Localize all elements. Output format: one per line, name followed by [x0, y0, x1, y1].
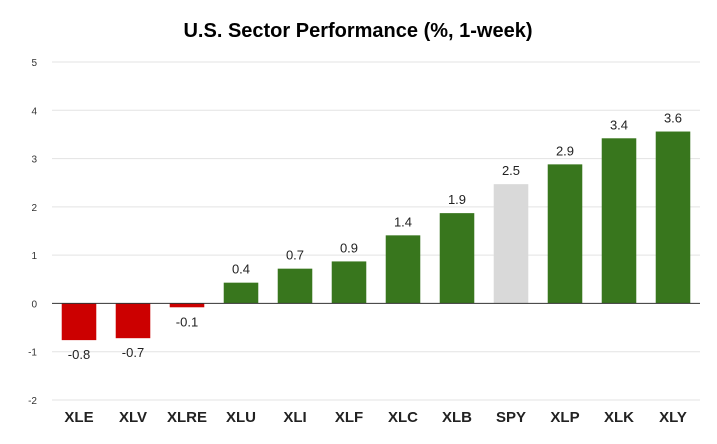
bar-xle	[61, 303, 97, 341]
bar-xlk	[601, 138, 637, 304]
data-label-xlf: 0.9	[340, 240, 358, 255]
data-label-xlb: 1.9	[448, 192, 466, 207]
bar-xlc	[385, 235, 421, 304]
y-tick-label: 5	[31, 58, 37, 69]
x-tick-label-xlf: XLF	[335, 409, 363, 426]
x-tick-label-xlc: XLC	[388, 409, 418, 426]
x-tick-label-xle: XLE	[64, 409, 93, 426]
bar-xly	[655, 131, 691, 304]
x-tick-label-xly: XLY	[659, 409, 687, 426]
bar-xlf	[331, 261, 367, 304]
data-label-xlc: 1.4	[394, 214, 412, 229]
chart-title: U.S. Sector Performance (%, 1-week)	[183, 20, 532, 42]
x-tick-label-xlu: XLU	[226, 409, 256, 426]
data-label-xli: 0.7	[286, 248, 304, 263]
bar-xlb	[439, 213, 475, 304]
x-tick-label-xlk: XLK	[604, 409, 634, 426]
bars	[61, 131, 691, 341]
y-tick-label: 4	[31, 106, 37, 117]
bar-xlp	[547, 164, 583, 304]
x-tick-label-spy: SPY	[496, 409, 526, 426]
y-tick-label: 3	[31, 155, 37, 166]
y-tick-label: -2	[28, 396, 37, 407]
x-tick-label-xlv: XLV	[119, 409, 147, 426]
y-tick-label: 0	[31, 299, 37, 310]
bar-xlu	[223, 282, 259, 304]
data-label-xlre: -0.1	[176, 314, 198, 329]
data-label-xle: -0.8	[68, 347, 90, 362]
x-tick-label-xlb: XLB	[442, 409, 472, 426]
data-label-spy: 2.5	[502, 163, 520, 178]
bar-xlre	[169, 303, 205, 308]
data-label-xlk: 3.4	[610, 117, 628, 132]
data-label-xlv: -0.7	[122, 345, 144, 360]
x-tick-label-xlp: XLP	[550, 409, 579, 426]
y-tick-label: -1	[28, 348, 37, 359]
data-labels: -0.8 -0.7 -0.1 0.4 0.7 0.9 1.4 1.9 2.5 2.9 3.4 3.6	[68, 111, 682, 363]
data-label-xlu: 0.4	[232, 262, 250, 277]
data-label-xlp: 2.9	[556, 143, 574, 158]
bar-xli	[277, 268, 313, 304]
x-tick-label-xli: XLI	[283, 409, 306, 426]
bar-spy	[493, 184, 529, 304]
x-tick-label-xlre: XLRE	[167, 409, 207, 426]
data-label-xly: 3.6	[664, 111, 682, 126]
bar-xlv	[115, 303, 151, 339]
y-tick-label: 2	[31, 203, 37, 214]
y-tick-label: 1	[31, 251, 37, 262]
gridlines	[52, 61, 700, 401]
y-axis: 5 4 3 2 1 0 -1 -2	[28, 58, 37, 407]
x-axis: XLE XLV XLRE XLU XLI XLF XLC XLB SPY XLP XLK XLY	[64, 409, 686, 426]
